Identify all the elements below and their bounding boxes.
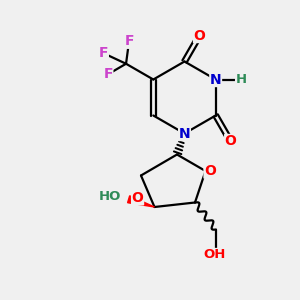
Text: F: F xyxy=(99,46,108,60)
Text: O: O xyxy=(194,28,206,43)
Text: O: O xyxy=(204,164,216,178)
Text: O: O xyxy=(225,134,237,148)
Text: O: O xyxy=(132,191,143,205)
Text: N: N xyxy=(179,127,190,140)
Text: F: F xyxy=(124,34,134,48)
Text: F: F xyxy=(103,67,113,81)
Polygon shape xyxy=(128,196,154,207)
Text: N: N xyxy=(210,73,221,86)
Text: H: H xyxy=(236,73,247,86)
Text: HO: HO xyxy=(99,190,121,203)
Text: OH: OH xyxy=(203,248,226,262)
